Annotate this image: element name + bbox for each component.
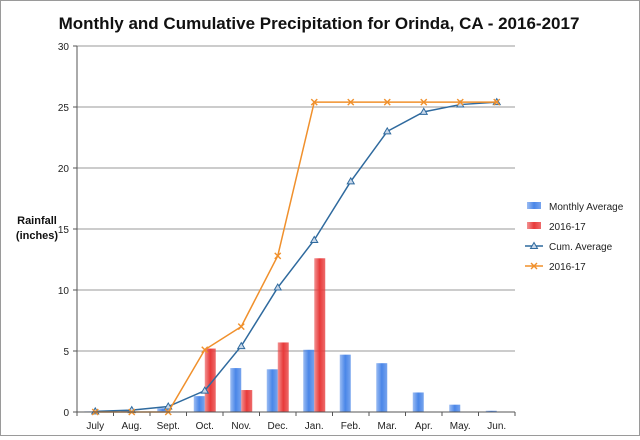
x-tick-label: Mar. [378,421,397,432]
y-tick-label: 10 [58,286,70,297]
x-axis-ticks: July Aug. Sept. Oct. Nov. Dec. Jan. Feb. Mar. Apr… [76,412,516,432]
bar [266,369,278,412]
data-point [419,107,429,115]
data-point [200,386,210,394]
x-tick-label: July [86,421,104,432]
legend-swatch [527,202,541,209]
data-point [382,126,392,135]
bar [230,368,242,412]
bar [339,354,351,412]
legend-label: 2016-17 [549,262,586,273]
bar [157,408,169,412]
legend-swatch [527,222,541,229]
axes [76,46,515,413]
chart-title: Monthly and Cumulative Precipitation for… [59,14,580,33]
x-tick-label: Apr. [415,421,433,432]
bar [241,390,253,412]
legend-marker [530,262,538,270]
y-tick-label: 20 [58,164,70,175]
series-line [95,101,497,413]
legend-marker [529,241,539,249]
x-tick-label: Sept. [157,421,180,432]
bar [376,363,388,412]
bar [277,342,289,412]
y-tick-label: 30 [58,42,70,53]
data-point [383,98,391,106]
series-line [95,101,497,413]
legend: Monthly Average 2016-17 Cum. Average 2016-1… [525,202,624,273]
data-point [420,98,428,106]
bar [449,404,461,412]
data-point [493,98,501,106]
bar-series [84,258,497,412]
data-point [310,98,318,106]
y-tick-label: 15 [58,225,70,236]
x-tick-label: Feb. [341,421,361,432]
y-tick-label: 0 [63,408,69,419]
x-tick-label: Jun. [487,421,506,432]
y-axis-label-line2: (inches) [16,230,59,242]
data-point [201,346,209,354]
data-point [347,98,355,106]
data-point [273,283,283,291]
data-point [163,402,173,410]
y-axis-ticks: 0 5 10 15 20 25 30 [58,42,77,419]
y-axis-label-line1: Rainfall [17,215,57,227]
bar [314,258,326,412]
y-tick-label: 25 [58,103,70,114]
data-point [237,323,245,331]
data-point [346,176,356,185]
x-tick-label: Jan. [305,421,324,432]
legend-item: Monthly Average [527,202,624,213]
x-tick-label: Aug. [121,421,142,432]
bar [485,410,497,412]
legend-item: Cum. Average [525,241,613,253]
y-tick-label: 5 [63,347,69,358]
bar [193,396,205,412]
legend-label: Monthly Average [549,202,624,213]
legend-item: 2016-17 [525,262,586,273]
gridlines [77,45,515,413]
legend-label: 2016-17 [549,222,586,233]
x-tick-label: Nov. [231,421,251,432]
x-tick-label: May. [450,421,471,432]
data-point [309,235,319,243]
bar [303,349,315,412]
data-point [274,252,282,260]
bar [204,348,216,412]
line-series [90,97,502,416]
x-tick-label: Oct. [196,421,214,432]
x-tick-label: Dec. [267,421,288,432]
legend-label: Cum. Average [549,242,613,253]
data-point [456,98,464,106]
bar [412,392,424,412]
data-point [236,341,246,350]
legend-item: 2016-17 [527,222,586,233]
